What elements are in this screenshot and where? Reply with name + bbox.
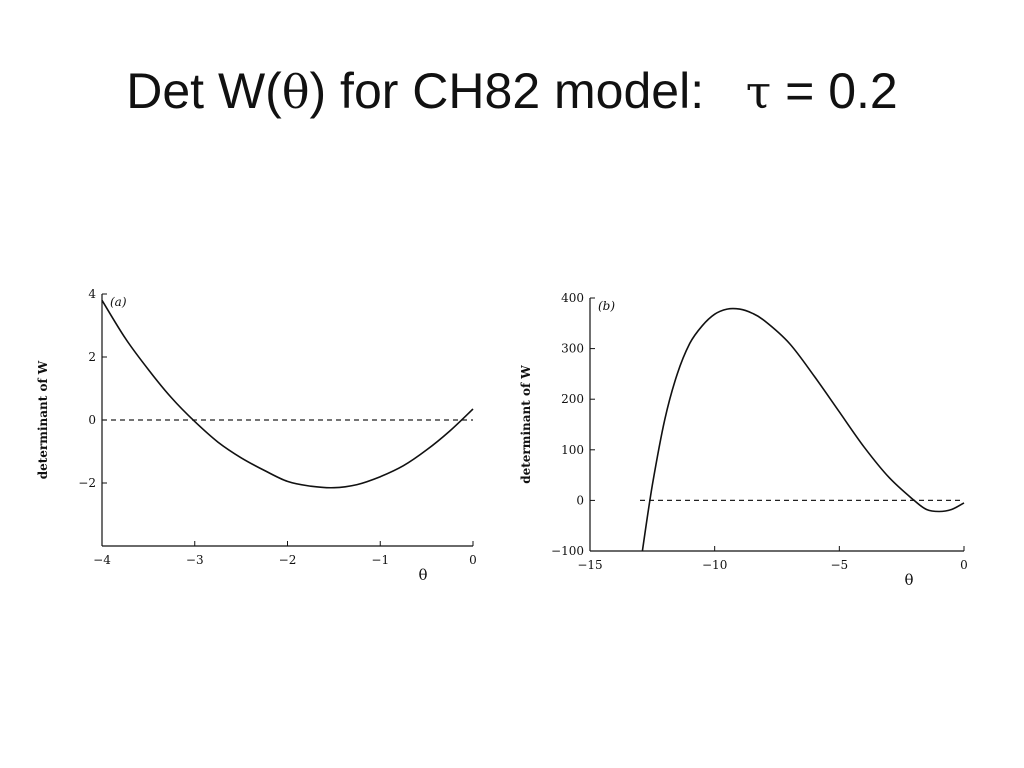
title-theta-symbol: θ (281, 65, 310, 119)
chart-b-y-tick-label: 300 (561, 342, 584, 356)
chart-b-y-tick-label: −100 (551, 544, 584, 558)
chart-a-y-axis-label: determinant of W (36, 360, 50, 479)
chart-b-y-axis-label: determinant of W (519, 365, 533, 484)
chart-a-x-tick-label: −1 (371, 553, 389, 567)
chart-a-y-tick-label: 0 (88, 413, 96, 427)
chart-a-x-tick-label: −3 (186, 553, 204, 567)
chart-a-x-axis-label: θ (418, 566, 427, 584)
title-middle: ) for CH82 model: (309, 63, 746, 119)
chart-b-x-tick-label: −5 (830, 558, 848, 572)
chart-a-panel-label: (a) (110, 295, 127, 309)
chart-panel-a: 4 2 0 −2 −4 −3 −2 −1 0 (a) determinant of W θ (30, 280, 490, 600)
chart-b-panel-label: (b) (598, 299, 615, 313)
chart-b-x-tick-label: 0 (960, 558, 968, 572)
title-suffix: = 0.2 (771, 63, 898, 119)
title-tau-symbol: τ (745, 65, 772, 119)
chart-b-x-tick-label: −15 (577, 558, 602, 572)
chart-b-svg: 400 300 200 100 0 −100−15 −10 −5 0 (b) determinant… (519, 291, 968, 589)
chart-b-y-tick-label: 0 (576, 493, 584, 507)
chart-a-y-tick-label: −2 (78, 476, 96, 490)
chart-a-x-tick-label: 0 (469, 553, 477, 567)
chart-a-y-tick-label: 4 (88, 287, 96, 301)
chart-b-y-tick-label: 200 (561, 392, 584, 406)
title-prefix: Det W( (126, 63, 282, 119)
chart-panel-b: 400 300 200 100 0 −100 −15 −10 −5 0 (b) determinant… (515, 280, 985, 600)
chart-b-x-tick-label: −10 (702, 558, 727, 572)
chart-b-y-tick-label: 400 (561, 291, 584, 305)
chart-b-y-tick-label: 100 (561, 443, 584, 457)
slide-title: Det W(θ) for CH82 model: τ = 0.2 (0, 62, 1024, 120)
chart-a-y-tick-label: 2 (88, 350, 96, 364)
chart-b-x-axis-label: θ (904, 571, 913, 589)
chart-b-series-0-line (641, 307, 965, 552)
chart-a-x-tick-label: −2 (279, 553, 297, 567)
chart-a-x-tick-label: −4 (93, 553, 111, 567)
chart-a-svg: 4 2 0 −2 −4 −3 −2 −1 0 (a) determinant of W θ (36, 287, 477, 584)
chart-a-series-0-line (101, 299, 474, 489)
